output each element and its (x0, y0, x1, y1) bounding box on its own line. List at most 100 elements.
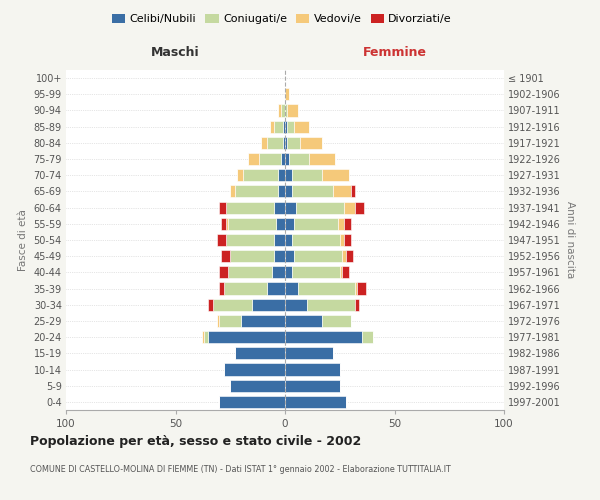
Bar (294, 218, 338, 230)
Bar (278, 186, 285, 198)
Bar (268, 282, 285, 294)
Bar (285, 298, 307, 311)
Bar (285, 202, 296, 213)
Bar (301, 137, 322, 149)
Bar (226, 202, 274, 213)
Bar (340, 234, 344, 246)
Text: COMUNE DI CASTELLO-MOLINA DI FIEMME (TN) - Dati ISTAT 1° gennaio 2002 - Elaboraz: COMUNE DI CASTELLO-MOLINA DI FIEMME (TN)… (30, 465, 451, 474)
Bar (285, 364, 340, 376)
Bar (342, 250, 346, 262)
Bar (355, 282, 357, 294)
Bar (344, 218, 350, 230)
Bar (309, 153, 335, 165)
Text: Maschi: Maschi (151, 46, 200, 59)
Bar (241, 315, 285, 327)
Bar (213, 298, 252, 311)
Bar (340, 266, 342, 278)
Bar (220, 315, 241, 327)
Bar (342, 266, 349, 278)
Bar (298, 282, 355, 294)
Bar (292, 169, 322, 181)
Bar (285, 396, 346, 408)
Bar (322, 315, 351, 327)
Bar (307, 298, 355, 311)
Bar (208, 298, 213, 311)
Bar (285, 282, 298, 294)
Bar (237, 169, 244, 181)
Bar (285, 380, 340, 392)
Bar (362, 331, 373, 343)
Bar (230, 250, 274, 262)
Bar (357, 282, 366, 294)
Bar (217, 315, 220, 327)
Bar (338, 218, 344, 230)
Bar (268, 137, 283, 149)
Bar (287, 104, 298, 117)
Bar (322, 169, 349, 181)
Bar (285, 331, 362, 343)
Bar (278, 169, 285, 181)
Bar (274, 250, 285, 262)
Bar (208, 331, 285, 343)
Bar (287, 120, 294, 132)
Bar (344, 202, 355, 213)
Bar (285, 104, 287, 117)
Bar (285, 234, 292, 246)
Bar (285, 186, 292, 198)
Bar (346, 250, 353, 262)
Bar (285, 137, 287, 149)
Bar (289, 153, 309, 165)
Text: Femmine: Femmine (362, 46, 427, 59)
Bar (281, 153, 285, 165)
Bar (202, 331, 204, 343)
Bar (230, 380, 285, 392)
Bar (285, 120, 287, 132)
Bar (355, 298, 359, 311)
Bar (252, 298, 285, 311)
Bar (204, 331, 208, 343)
Bar (333, 186, 350, 198)
Bar (344, 234, 350, 246)
Bar (230, 186, 235, 198)
Bar (285, 218, 294, 230)
Bar (281, 104, 285, 117)
Bar (294, 250, 342, 262)
Bar (269, 120, 274, 132)
Bar (278, 104, 281, 117)
Bar (287, 137, 301, 149)
Bar (220, 396, 285, 408)
Bar (283, 120, 285, 132)
Bar (220, 282, 224, 294)
Bar (292, 234, 340, 246)
Bar (235, 348, 285, 360)
Bar (272, 266, 285, 278)
Bar (355, 202, 364, 213)
Bar (292, 266, 340, 278)
Bar (274, 234, 285, 246)
Bar (276, 218, 285, 230)
Bar (292, 186, 333, 198)
Bar (224, 282, 268, 294)
Bar (296, 202, 344, 213)
Bar (285, 88, 289, 101)
Bar (285, 153, 289, 165)
Bar (228, 266, 272, 278)
Bar (351, 186, 355, 198)
Legend: Celibi/Nubili, Coniugati/e, Vedovi/e, Divorziati/e: Celibi/Nubili, Coniugati/e, Vedovi/e, Di… (109, 10, 455, 28)
Bar (244, 169, 278, 181)
Bar (220, 266, 228, 278)
Bar (228, 218, 276, 230)
Bar (259, 153, 281, 165)
Bar (220, 202, 226, 213)
Y-axis label: Anni di nascita: Anni di nascita (565, 202, 575, 278)
Bar (226, 218, 228, 230)
Bar (226, 234, 274, 246)
Bar (221, 218, 226, 230)
Bar (283, 137, 285, 149)
Bar (274, 202, 285, 213)
Bar (285, 266, 292, 278)
Bar (224, 364, 285, 376)
Bar (217, 234, 226, 246)
Bar (285, 169, 292, 181)
Bar (285, 250, 294, 262)
